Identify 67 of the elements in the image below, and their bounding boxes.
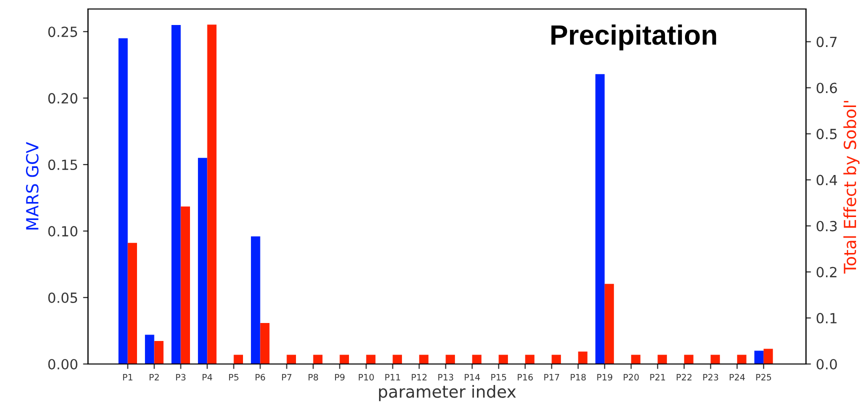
x-tick-label: P10 <box>358 374 374 380</box>
y2-tick-label: 0.0 <box>816 358 837 370</box>
x-tick-label: P14 <box>464 374 480 380</box>
y-tick-label: 0.00 <box>48 358 78 370</box>
y-tick-label: 0.05 <box>48 292 78 303</box>
y2-tick-label: 0.7 <box>816 36 837 48</box>
x-tick-label: P18 <box>570 374 586 380</box>
bar <box>684 354 694 364</box>
x-tick-label: P20 <box>624 374 639 380</box>
y2-tick-label: 0.1 <box>816 312 837 324</box>
bar <box>578 352 588 364</box>
bar <box>313 354 322 364</box>
x-tick-label: P22 <box>676 374 692 380</box>
bar <box>631 354 640 364</box>
bar <box>366 354 376 364</box>
bar <box>260 323 270 364</box>
bar <box>118 38 128 364</box>
y-tick-label: 0.25 <box>48 26 78 38</box>
bar <box>604 284 614 364</box>
bar <box>498 354 508 364</box>
bar <box>234 354 243 364</box>
bar <box>446 354 455 364</box>
x-tick-label: P21 <box>650 374 666 380</box>
bar <box>710 354 720 364</box>
x-tick-label: P19 <box>597 374 612 380</box>
bar <box>171 24 181 364</box>
bar <box>419 354 428 364</box>
x-tick-label: P25 <box>756 374 772 380</box>
y2-tick-label: 0.3 <box>816 220 837 232</box>
x-tick-label: P17 <box>544 374 560 380</box>
x-tick-label: P13 <box>438 374 454 380</box>
y2-tick-label: 0.5 <box>816 128 837 140</box>
x-tick-label: P12 <box>412 374 427 380</box>
y-tick-label: 0.10 <box>48 226 78 237</box>
bar <box>286 354 296 364</box>
bar <box>392 354 402 364</box>
x-tick-label: P16 <box>518 374 533 380</box>
x-tick-label: P23 <box>703 374 718 380</box>
x-tick-label: P15 <box>491 374 506 380</box>
annotation: Precipitation <box>551 24 716 50</box>
x-tick-label: P2 <box>150 374 159 380</box>
y2-tick-label: 0.2 <box>816 266 836 278</box>
bar <box>552 354 561 364</box>
x-tick-label: P3 <box>176 374 186 380</box>
y2-tick-label: 0.4 <box>816 174 838 186</box>
x-tick-label: P11 <box>385 374 400 380</box>
bar <box>658 354 667 364</box>
y-tick-label: 0.15 <box>48 160 78 170</box>
x-tick-label: P1 <box>123 374 132 380</box>
bar <box>737 354 746 364</box>
y-axis-title: MARS GCV <box>26 142 39 230</box>
x-tick-label: P6 <box>256 374 266 380</box>
y2-axis-title: Total Effect by Sobol' <box>843 100 860 274</box>
y2-tick-label: 0.6 <box>816 82 837 94</box>
x-tick-label: P5 <box>229 374 238 380</box>
x-tick-label: P8 <box>308 374 318 380</box>
bar <box>595 74 605 364</box>
x-axis-title: parameter index <box>379 384 516 402</box>
bar <box>472 354 482 364</box>
bar <box>250 236 260 364</box>
x-tick-label: P4 <box>202 374 212 380</box>
bar <box>525 354 534 364</box>
bar <box>340 354 349 364</box>
x-tick-label: P9 <box>335 374 345 380</box>
y-tick-label: 0.20 <box>48 93 78 104</box>
x-tick-label: P24 <box>730 374 745 380</box>
x-tick-label: P7 <box>282 374 292 380</box>
